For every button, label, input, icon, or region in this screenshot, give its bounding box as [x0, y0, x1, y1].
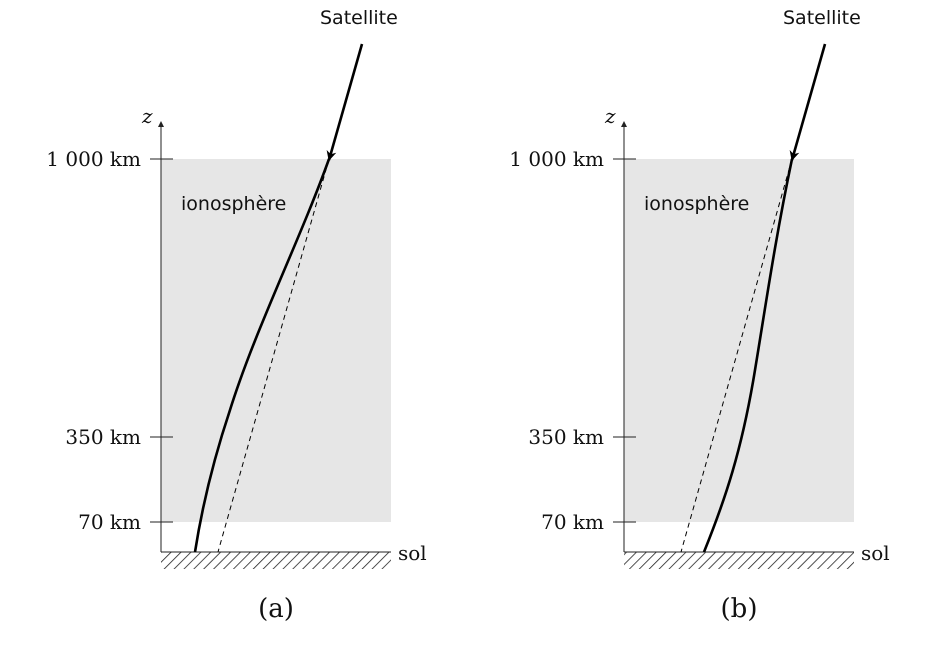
caption-a: (a)	[258, 594, 294, 624]
ionosphere-label: ionosphère	[181, 193, 286, 215]
panel-a: z 1 000 km 350 km 70 km ionosphère sol S…	[46, 7, 426, 624]
ground-label: sol	[398, 541, 427, 565]
panel-b: z 1 000 km 350 km 70 km ionosphère sol S…	[509, 7, 889, 624]
tick-label-1000: 1 000 km	[509, 147, 604, 171]
ground-hatch	[161, 552, 391, 569]
ionosphere-region	[624, 159, 854, 522]
tick-label-1000: 1 000 km	[46, 147, 141, 171]
z-axis-label: z	[604, 104, 616, 128]
satellite-ray-incoming	[789, 43, 827, 161]
ionosphere-region	[161, 159, 391, 522]
tick-label-70: 70 km	[541, 510, 604, 534]
satellite-ray-incoming	[326, 43, 364, 161]
ground-label: sol	[861, 541, 890, 565]
tick-label-350: 350 km	[528, 425, 604, 449]
tick-label-70: 70 km	[78, 510, 141, 534]
tick-label-350: 350 km	[65, 425, 141, 449]
ionosphere-label: ionosphère	[644, 193, 749, 215]
refracted-ray	[702, 158, 794, 553]
ground-hatch	[624, 552, 854, 569]
satellite-label: Satellite	[320, 7, 398, 29]
satellite-label: Satellite	[783, 7, 861, 29]
refracted-ray	[193, 158, 331, 553]
caption-b: (b)	[721, 594, 758, 624]
z-axis-label: z	[141, 104, 153, 128]
